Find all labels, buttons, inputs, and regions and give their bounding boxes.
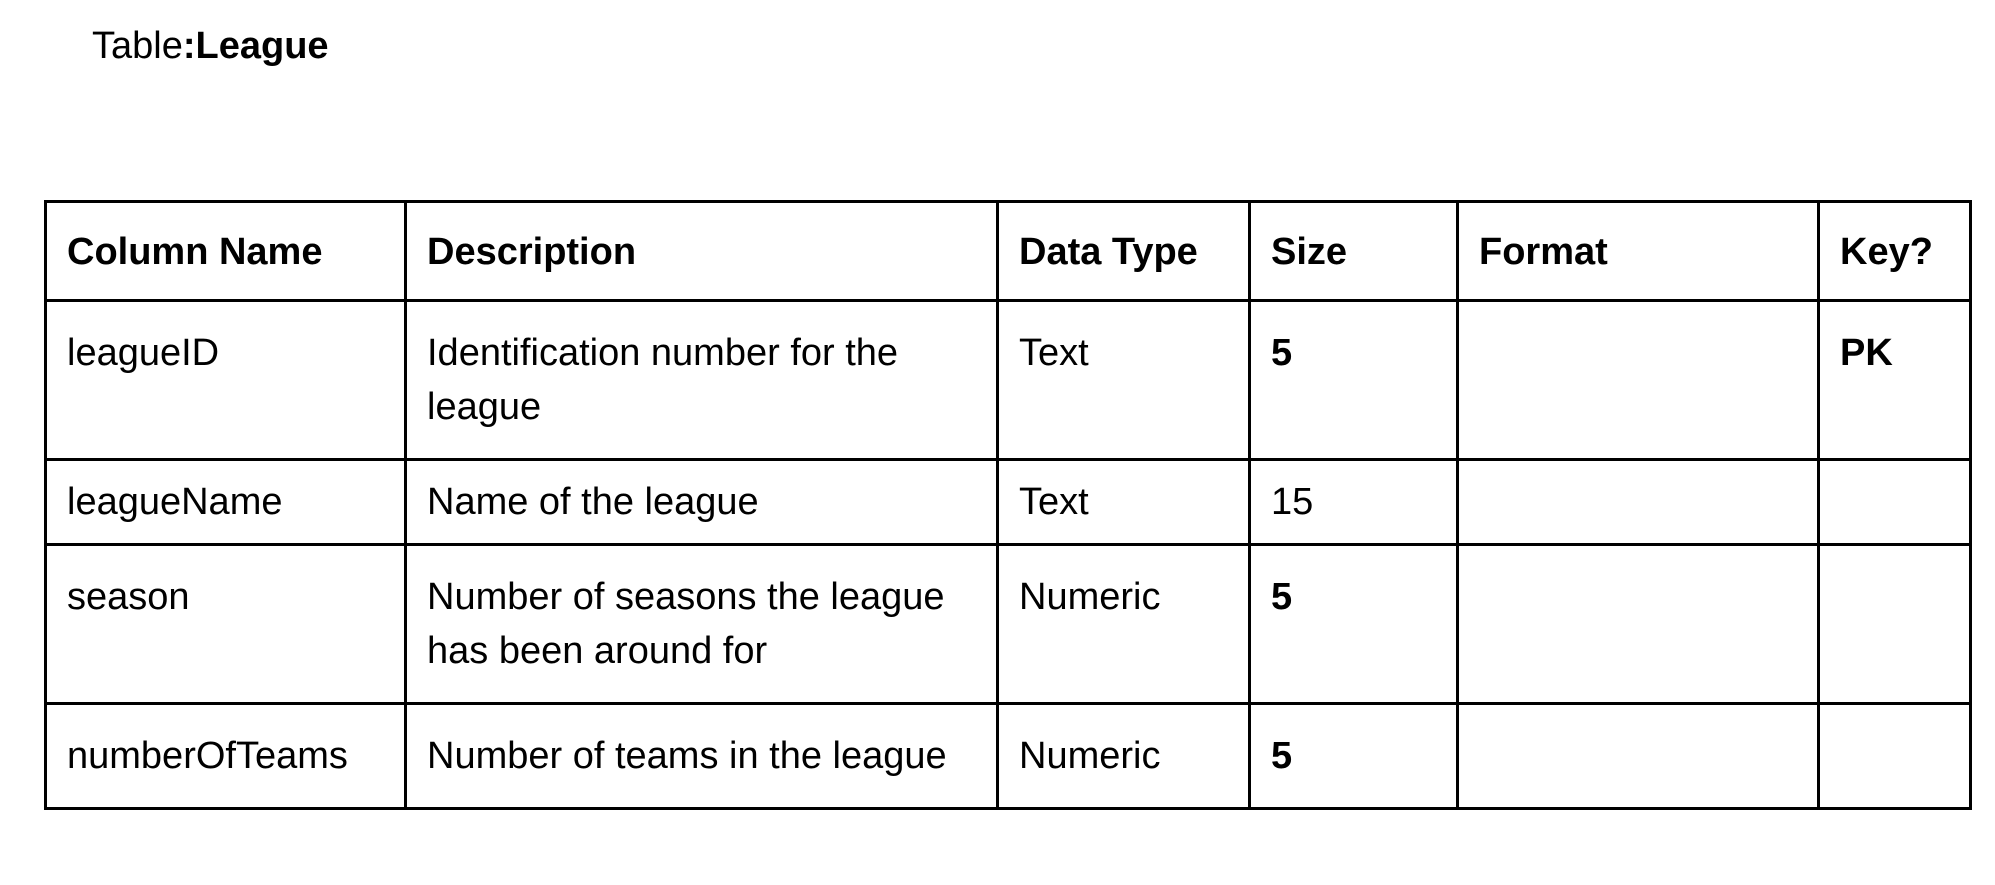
- cell-format: [1456, 702, 1820, 810]
- cell-key: [1817, 702, 1972, 810]
- header-format: Format: [1456, 200, 1820, 302]
- table-row: season Number of seasons the league has …: [44, 543, 1972, 705]
- caption-separator: :: [182, 25, 196, 67]
- cell-column-name: leagueName: [44, 458, 407, 546]
- cell-description: Number of seasons the league has been ar…: [404, 543, 999, 705]
- cell-key: PK: [1817, 299, 1972, 461]
- caption-prefix: Table: [92, 25, 183, 67]
- header-size: Size: [1248, 200, 1459, 302]
- cell-data-type: Numeric: [996, 702, 1251, 810]
- header-key: Key?: [1817, 200, 1972, 302]
- cell-format: [1456, 543, 1820, 705]
- cell-key: [1817, 543, 1972, 705]
- data-dictionary-table: Column Name Description Data Type Size F…: [44, 200, 1972, 810]
- cell-column-name: leagueID: [44, 299, 407, 461]
- header-row: Column Name Description Data Type Size F…: [44, 200, 1972, 302]
- cell-description: Number of teams in the league: [404, 702, 999, 810]
- table-row: leagueID Identification number for the l…: [44, 299, 1972, 461]
- cell-format: [1456, 299, 1820, 461]
- header-data-type: Data Type: [996, 200, 1251, 302]
- caption-table-name: League: [195, 25, 329, 67]
- cell-column-name: season: [44, 543, 407, 705]
- cell-column-name: numberOfTeams: [44, 702, 407, 810]
- cell-data-type: Text: [996, 458, 1251, 546]
- header-column-name: Column Name: [44, 200, 407, 302]
- header-description: Description: [404, 200, 999, 302]
- cell-key: [1817, 458, 1972, 546]
- cell-size: 5: [1248, 543, 1459, 705]
- cell-description: Name of the league: [404, 458, 999, 546]
- table-caption: Table:League: [92, 18, 329, 74]
- cell-size: 5: [1248, 702, 1459, 810]
- cell-data-type: Text: [996, 299, 1251, 461]
- cell-data-type: Numeric: [996, 543, 1251, 705]
- cell-size: 15: [1248, 458, 1459, 546]
- table-row: numberOfTeams Number of teams in the lea…: [44, 702, 1972, 810]
- cell-description: Identification number for the league: [404, 299, 999, 461]
- cell-format: [1456, 458, 1820, 546]
- table-row: leagueName Name of the league Text 15: [44, 458, 1972, 546]
- cell-size: 5: [1248, 299, 1459, 461]
